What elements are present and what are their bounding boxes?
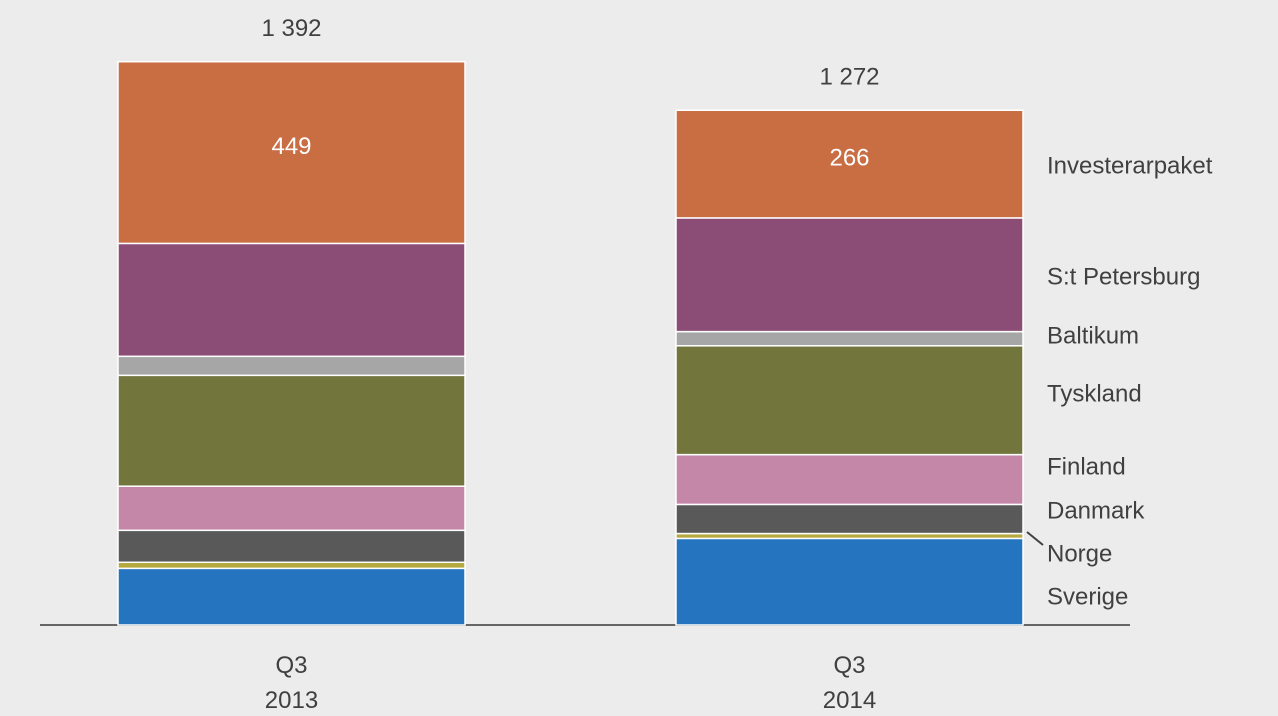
legend-label: Baltikum bbox=[1047, 322, 1139, 349]
bar-segment bbox=[675, 217, 1024, 333]
total-label: 1 272 bbox=[819, 64, 879, 91]
x-tick-label: Q3 2013 bbox=[264, 652, 319, 714]
bar-segment bbox=[117, 567, 466, 626]
x-tick-label: Q3 2014 bbox=[822, 652, 877, 714]
bar-segment bbox=[117, 529, 466, 564]
leader-line bbox=[1026, 531, 1044, 546]
bar-segment bbox=[117, 242, 466, 358]
legend-label: Investerarpaket bbox=[1047, 152, 1213, 179]
bar-segment bbox=[675, 109, 1024, 219]
bar-segment bbox=[675, 345, 1024, 456]
data-label: 449 bbox=[271, 133, 311, 160]
bar-segment bbox=[675, 503, 1024, 535]
legend-label: Norge bbox=[1047, 540, 1112, 567]
bar-segment bbox=[675, 453, 1024, 506]
total-label: 1 392 bbox=[261, 15, 321, 42]
bar-segment bbox=[117, 561, 466, 570]
bar-segment bbox=[117, 60, 466, 245]
legend-label: Tyskland bbox=[1047, 380, 1142, 407]
bar-segment bbox=[117, 355, 466, 377]
legend-label: S:t Petersburg bbox=[1047, 263, 1200, 290]
bar-segment bbox=[117, 485, 466, 532]
bar-segment bbox=[117, 374, 466, 487]
legend-label: Finland bbox=[1047, 453, 1126, 480]
bar-segment bbox=[675, 330, 1024, 347]
data-label: 266 bbox=[829, 144, 869, 171]
legend-label: Danmark bbox=[1047, 497, 1145, 524]
bar-segment bbox=[675, 537, 1024, 626]
legend-label: Sverige bbox=[1047, 583, 1128, 610]
